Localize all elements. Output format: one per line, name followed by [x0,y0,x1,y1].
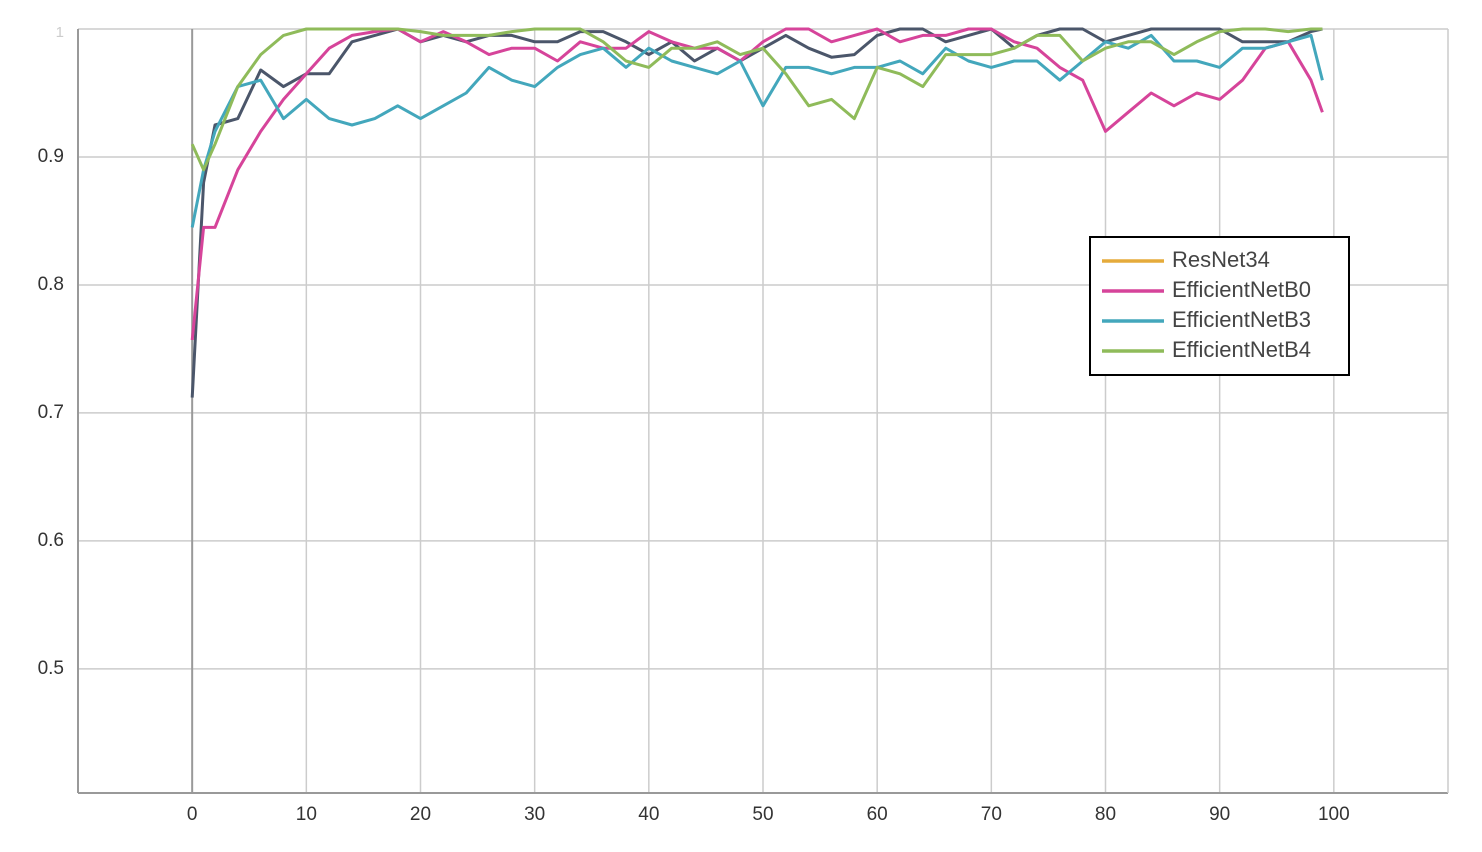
legend-label: EfficientNetB0 [1172,277,1311,302]
x-tick-label: 70 [981,804,1002,825]
legend-label: EfficientNetB4 [1172,337,1311,362]
x-tick-label: 10 [296,804,317,825]
x-tick-label: 20 [410,804,431,825]
x-tick-label: 40 [638,804,659,825]
y-tick-label: 0.9 [38,146,64,167]
series-line [190,27,1323,172]
legend: ResNet34 EfficientNetB0 EfficientNetB3 Effi… [1089,236,1350,376]
series-line [190,33,1324,228]
legend-label: EfficientNetB3 [1172,307,1311,332]
x-tick-label: 50 [752,804,773,825]
x-tick-label: 100 [1318,804,1350,825]
y-tick-label: 0.8 [38,274,64,295]
x-tick-label: 90 [1209,804,1230,825]
y-tick-label: 0.6 [38,530,64,551]
x-tick-label: 80 [1095,804,1116,825]
series-line [190,27,1323,398]
x-tick-label: 30 [524,804,545,825]
y-tick-label: 1 [56,24,64,41]
legend-label: ResNet34 [1172,247,1270,272]
x-tick-label: 60 [867,804,888,825]
y-tick-label: 0.7 [38,402,64,423]
x-tick-label: 0 [187,804,198,825]
y-tick-label: 0.5 [38,658,64,679]
